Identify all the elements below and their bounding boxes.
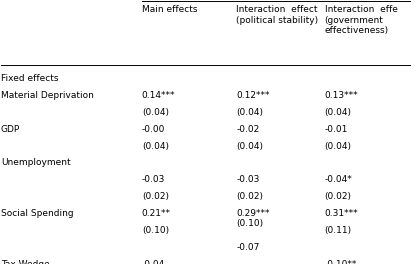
Text: 0.12***: 0.12*** xyxy=(236,91,270,100)
Text: -0.07: -0.07 xyxy=(236,243,260,252)
Text: Interaction  effect
(political stability): Interaction effect (political stability) xyxy=(236,5,319,25)
Text: Tax Wedge: Tax Wedge xyxy=(1,260,50,264)
Text: Interaction  effe
(government
effectiveness): Interaction effe (government effectivene… xyxy=(325,5,397,35)
Text: -0.00: -0.00 xyxy=(142,125,165,134)
Text: (0.04): (0.04) xyxy=(236,108,263,117)
Text: Material Deprivation: Material Deprivation xyxy=(1,91,94,100)
Text: (0.02): (0.02) xyxy=(236,192,263,201)
Text: Unemployment: Unemployment xyxy=(1,158,70,167)
Text: -0.03: -0.03 xyxy=(236,175,260,184)
Text: 0.31***: 0.31*** xyxy=(325,209,358,218)
Text: (0.10): (0.10) xyxy=(142,226,169,235)
Text: (0.02): (0.02) xyxy=(325,192,352,201)
Text: -0.02: -0.02 xyxy=(236,125,260,134)
Text: Main effects: Main effects xyxy=(142,5,197,14)
Text: 0.29***
(0.10): 0.29*** (0.10) xyxy=(236,209,270,228)
Text: (0.04): (0.04) xyxy=(325,108,352,117)
Text: -0.01: -0.01 xyxy=(325,125,348,134)
Text: (0.11): (0.11) xyxy=(325,226,352,235)
Text: -0.03: -0.03 xyxy=(142,175,165,184)
Text: (0.04): (0.04) xyxy=(142,108,169,117)
Text: (0.04): (0.04) xyxy=(325,142,352,150)
Text: -0.04*: -0.04* xyxy=(325,175,353,184)
Text: -0.10**: -0.10** xyxy=(325,260,357,264)
Text: (0.02): (0.02) xyxy=(142,192,169,201)
Text: 0.14***: 0.14*** xyxy=(142,91,175,100)
Text: -0.04: -0.04 xyxy=(142,260,165,264)
Text: 0.13***: 0.13*** xyxy=(325,91,358,100)
Text: GDP: GDP xyxy=(1,125,20,134)
Text: 0.21**: 0.21** xyxy=(142,209,171,218)
Text: Fixed effects: Fixed effects xyxy=(1,74,58,83)
Text: (0.04): (0.04) xyxy=(142,142,169,150)
Text: Social Spending: Social Spending xyxy=(1,209,74,218)
Text: (0.04): (0.04) xyxy=(236,142,263,150)
